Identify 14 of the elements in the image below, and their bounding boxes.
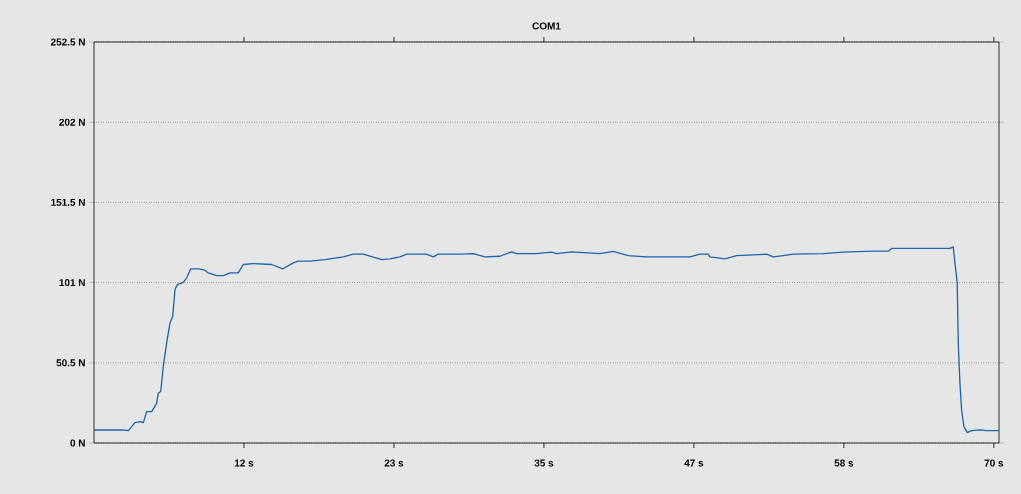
x-tick-label: 12 s [234,459,254,467]
x-tick-label: 23 s [384,459,404,467]
y-tick-label: 0 N [70,439,85,447]
x-tick-label: 35 s [534,459,554,467]
line-series [94,246,1000,434]
y-tick-label: 101 N [59,279,85,287]
y-tick-label: 50.5 N [56,359,85,367]
y-tick-label: 252.5 N [50,38,85,46]
y-tick-label: 202 N [59,118,85,126]
x-tick-label: 47 s [684,459,704,467]
x-tick-label: 58 s [834,459,854,467]
x-tick-label: 70 s [984,459,1004,467]
chart-title: COM1 [532,22,561,30]
y-tick-label: 151.5 N [51,198,85,206]
